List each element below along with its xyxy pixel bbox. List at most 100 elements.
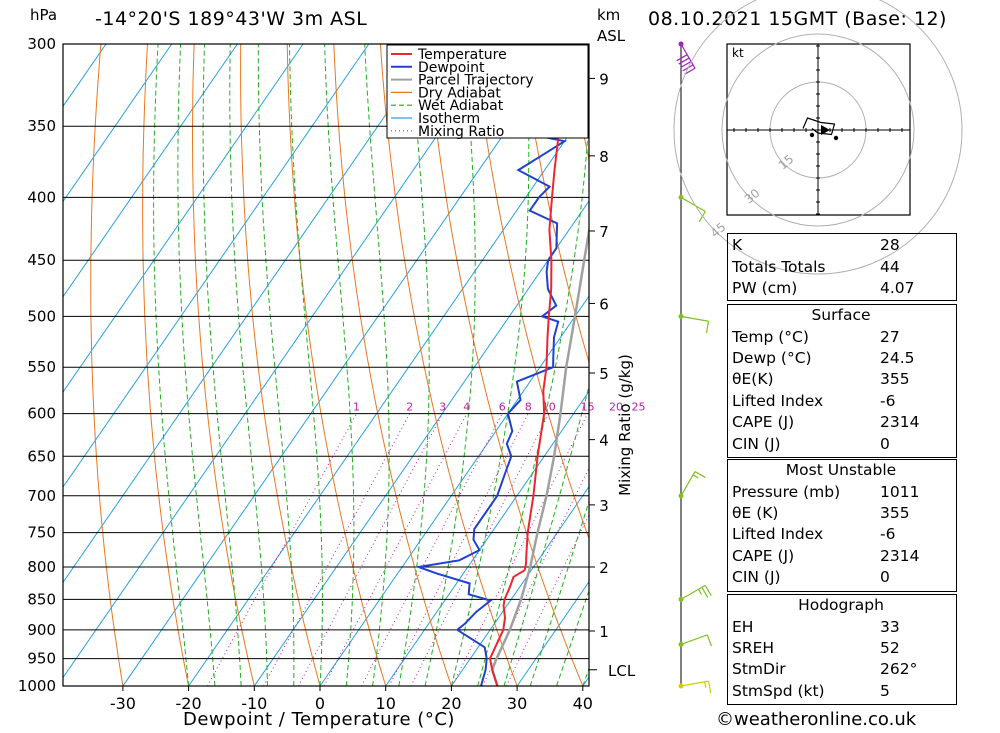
index-value: 52 bbox=[880, 638, 900, 657]
index-label: EH bbox=[732, 617, 754, 636]
pressure-tick-label: 500 bbox=[27, 307, 56, 325]
copyright-link[interactable]: ©weatheronline.co.uk bbox=[716, 709, 917, 730]
hodograph-title: Hodograph bbox=[798, 596, 884, 615]
mixing-ratio-label: 15 bbox=[581, 401, 595, 414]
surface-row: CAPE (J) 2314 bbox=[728, 412, 954, 433]
wind-barb-feather bbox=[706, 634, 712, 647]
wind-barb-feather bbox=[676, 54, 688, 62]
hodograph-point bbox=[809, 132, 815, 138]
km-tick-label: 4 bbox=[599, 432, 609, 450]
index-label: Totals Totals bbox=[732, 257, 826, 276]
wind-barb-feather bbox=[697, 588, 702, 595]
wet-adiabat-line bbox=[364, 44, 390, 686]
pressure-tick-label: 800 bbox=[27, 558, 56, 576]
legend-label: Parcel Trajectory bbox=[418, 73, 534, 89]
wet-adiabat-line bbox=[450, 44, 530, 686]
index-label: CAPE (J) bbox=[732, 546, 795, 565]
mixing-ratio-label: 1 bbox=[353, 401, 360, 414]
index-label: Pressure (mb) bbox=[732, 482, 841, 501]
surface-box bbox=[727, 304, 957, 458]
wind-barb-feather bbox=[701, 586, 709, 598]
hodograph-table: Hodograph EH 33 SREH 52 StmDir 262° StmSpd … bbox=[728, 595, 954, 702]
pressure-tick-label: 700 bbox=[27, 487, 56, 505]
wind-barb-shaft bbox=[680, 43, 696, 69]
height-unit-label: km bbox=[597, 6, 621, 24]
legend-label: Isotherm bbox=[418, 111, 480, 127]
hodograph-ring bbox=[673, 0, 963, 275]
isotherm-line bbox=[253, 200, 589, 686]
hodo-row: SREH 52 bbox=[728, 638, 954, 659]
wind-barb-feather bbox=[705, 321, 710, 334]
km-tick-label: 9 bbox=[599, 70, 609, 88]
temperature-line bbox=[488, 126, 560, 686]
mixing-ratio-label: 20 bbox=[609, 401, 623, 414]
index-label: CIN (J) bbox=[732, 568, 781, 587]
surface-table: Surface Temp (°C) 27 Dewp (°C) 24.5 θE(K) 3… bbox=[728, 305, 954, 455]
wind-profile bbox=[676, 41, 712, 694]
wet-adiabat-line bbox=[153, 44, 190, 686]
mixing-ratio-label: 8 bbox=[525, 401, 532, 414]
index-value: 2314 bbox=[880, 546, 920, 565]
wind-barb-feather bbox=[694, 471, 706, 479]
index-row-tt: Totals Totals 44 bbox=[728, 256, 954, 277]
x-tick-label: -20 bbox=[176, 694, 202, 713]
pressure-tick-label: 400 bbox=[27, 188, 56, 206]
unstable-box bbox=[727, 459, 957, 592]
index-value: 0 bbox=[880, 434, 890, 453]
index-value: 262° bbox=[880, 660, 918, 679]
wind-barb-shaft bbox=[680, 196, 706, 212]
index-label: Temp (°C) bbox=[732, 327, 809, 346]
pressure-tick-label: 900 bbox=[27, 621, 56, 639]
hodo-row: EH 33 bbox=[728, 616, 954, 637]
isotherm-line bbox=[450, 485, 589, 686]
hodograph-ring bbox=[721, 33, 915, 227]
pressure-tick-label: 300 bbox=[27, 35, 56, 53]
index-value: 44 bbox=[880, 257, 900, 276]
index-label: StmDir bbox=[732, 660, 786, 679]
wind-barb-feather bbox=[704, 681, 707, 688]
mixing-ratio-line bbox=[451, 413, 589, 686]
dry-adiabat-line bbox=[240, 44, 321, 686]
mixing-ratio-line bbox=[263, 413, 411, 686]
wet-adiabat-line bbox=[289, 44, 323, 686]
index-value: 2314 bbox=[880, 413, 920, 432]
legend-label: Temperature bbox=[417, 47, 507, 63]
dewpoint-line bbox=[414, 44, 568, 686]
index-value: 5 bbox=[880, 681, 890, 700]
pressure-tick-label: 650 bbox=[27, 447, 56, 465]
km-tick-label: 1 bbox=[599, 623, 609, 641]
wind-barb-feather bbox=[704, 585, 712, 597]
index-value: 1011 bbox=[880, 482, 920, 501]
wet-adiabat-line bbox=[424, 44, 476, 686]
wind-barb-shaft bbox=[680, 634, 708, 645]
dry-adiabat-line bbox=[142, 44, 190, 686]
height-ref-label: ASL bbox=[597, 27, 626, 45]
wet-adiabat-line bbox=[202, 44, 242, 686]
wind-barb-shaft bbox=[680, 584, 706, 600]
wet-adiabat-line bbox=[177, 44, 216, 686]
mixing-ratio-label: 4 bbox=[463, 401, 470, 414]
wind-barb-shaft bbox=[680, 315, 709, 322]
index-value: 28 bbox=[880, 236, 900, 255]
isotherm-line bbox=[188, 104, 589, 686]
km-tick-label: 7 bbox=[599, 223, 609, 241]
mixing-ratio-label: 10 bbox=[542, 401, 556, 414]
x-tick-label: 20 bbox=[441, 694, 461, 713]
index-value: 33 bbox=[880, 617, 900, 636]
index-label: θE(K) bbox=[732, 370, 774, 389]
unstable-row: CIN (J) 0 bbox=[728, 567, 954, 588]
x-axis-label: Dewpoint / Temperature (°C) bbox=[183, 709, 455, 730]
dry-adiabat-line bbox=[379, 44, 518, 686]
wind-barb-feather bbox=[678, 57, 690, 65]
mixing-ratio-line bbox=[297, 413, 444, 686]
hodo-row: StmDir 262° bbox=[728, 659, 954, 680]
surface-row: θE(K) 355 bbox=[728, 369, 954, 390]
isotherm-line bbox=[63, 44, 304, 393]
dry-adiabat-line bbox=[519, 44, 589, 364]
hodograph-unit-label: kt bbox=[732, 46, 744, 60]
mixing-ratio-label: 3 bbox=[439, 401, 446, 414]
isotherm-line bbox=[63, 44, 238, 298]
surface-row: Lifted Index -6 bbox=[728, 391, 954, 412]
surface-row: CIN (J) 0 bbox=[728, 433, 954, 454]
